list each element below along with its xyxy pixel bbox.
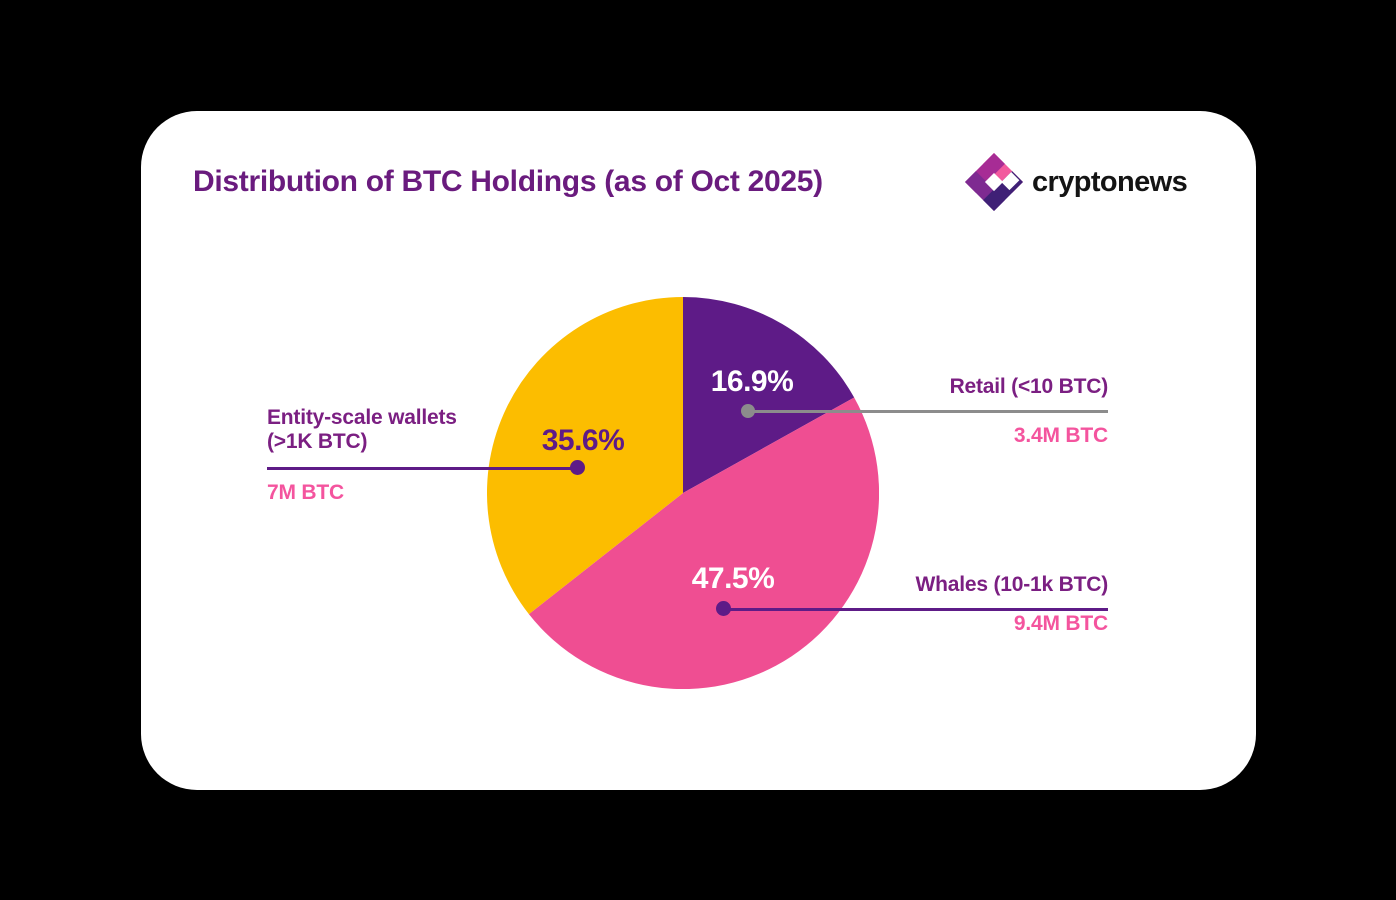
pct-label-entity: 35.6% [541, 424, 625, 457]
retail-value: 3.4M BTC [1013, 424, 1108, 447]
pct-label-whales: 47.5% [691, 562, 775, 595]
whales-label: Whales (10-1k BTC) [915, 573, 1109, 596]
cryptonews-logo: cryptonews [965, 153, 1188, 211]
entity-label: Entity-scale wallets (>1K BTC) [267, 406, 457, 454]
entity-callout-line [267, 467, 578, 470]
whales-callout-line [724, 608, 1108, 611]
entity-value: 7M BTC [267, 481, 344, 504]
retail-callout-dot [741, 404, 755, 418]
cryptonews-logo-icon [965, 153, 1023, 211]
pie-slice [683, 297, 855, 493]
pie-slice [528, 397, 879, 689]
entity-callout-dot [570, 460, 585, 475]
infographic-card: Distribution of BTC Holdings (as of Oct … [141, 111, 1256, 790]
retail-callout-line [748, 410, 1108, 413]
page-title: Distribution of BTC Holdings (as of Oct … [193, 165, 823, 198]
pie-svg [487, 297, 879, 689]
entity-label-line1: Entity-scale wallets [267, 406, 457, 429]
pie-chart [487, 297, 879, 689]
cryptonews-logo-text: cryptonews [1032, 165, 1188, 198]
pct-label-retail: 16.9% [710, 365, 794, 398]
whales-value: 9.4M BTC [1013, 612, 1108, 635]
retail-label: Retail (<10 BTC) [949, 375, 1109, 398]
entity-label-line2: (>1K BTC) [267, 430, 368, 453]
pie-slice [487, 297, 683, 615]
whales-callout-dot [716, 601, 731, 616]
